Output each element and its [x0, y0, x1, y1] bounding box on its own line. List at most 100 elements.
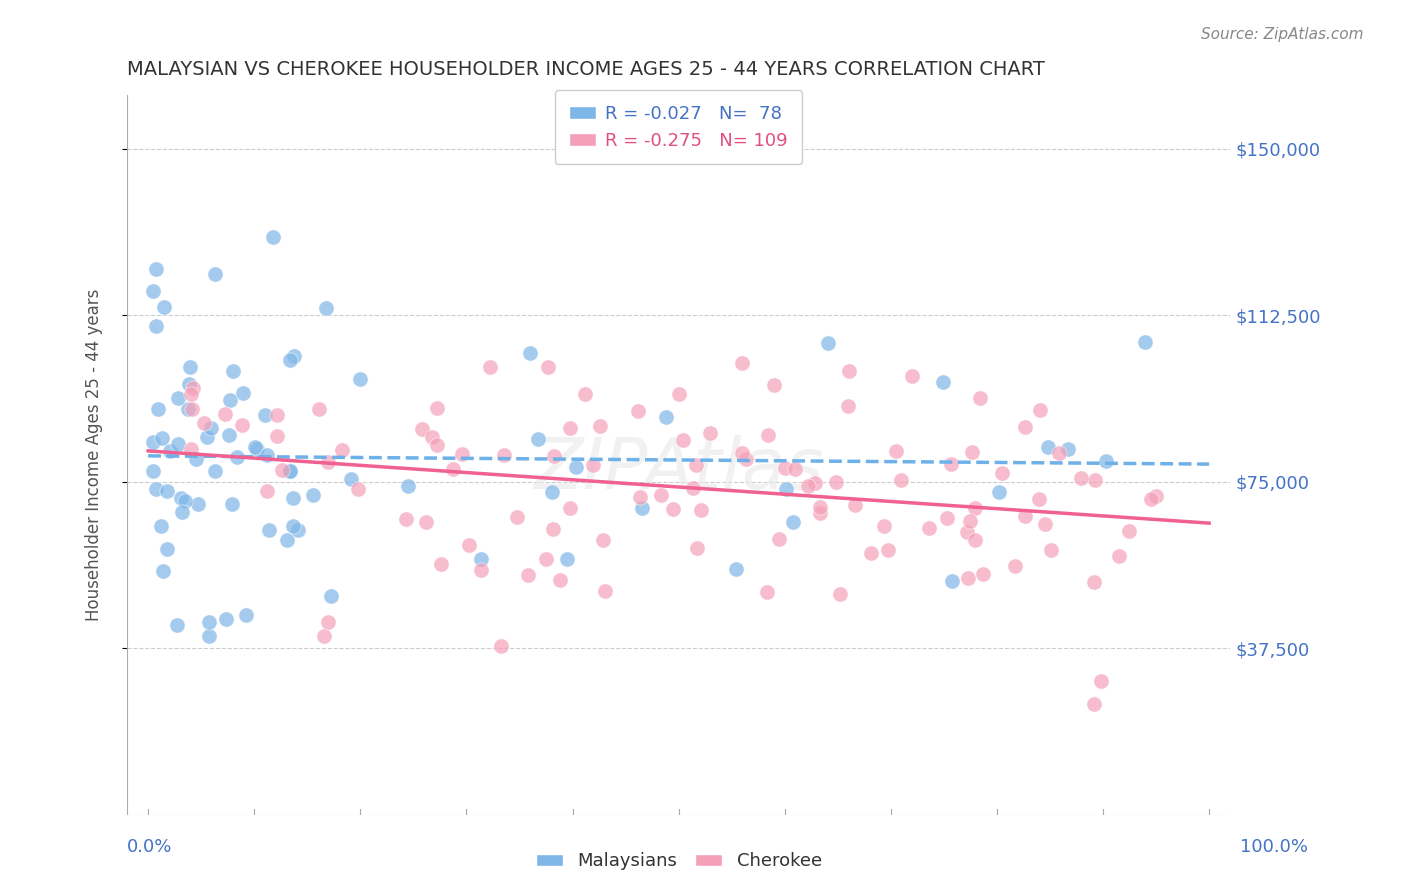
- Point: [560, 421, 582, 435]
- Point: [655, 409, 678, 424]
- Point: [308, 402, 330, 417]
- Point: [668, 386, 690, 401]
- Point: [276, 533, 298, 548]
- Point: [574, 387, 596, 401]
- Point: [768, 532, 790, 546]
- Point: [145, 261, 167, 276]
- Point: [316, 615, 339, 630]
- Point: [662, 501, 685, 516]
- Point: [420, 430, 443, 444]
- Point: [991, 467, 1014, 481]
- Point: [825, 475, 848, 490]
- Point: [1036, 440, 1059, 454]
- Point: [955, 525, 977, 540]
- Point: [873, 518, 896, 533]
- Point: [1004, 558, 1026, 573]
- Point: [266, 429, 288, 443]
- Point: [519, 346, 541, 360]
- Point: [731, 446, 754, 460]
- Text: 100.0%: 100.0%: [1240, 838, 1308, 855]
- Point: [470, 563, 492, 577]
- Point: [972, 567, 994, 582]
- Point: [148, 402, 170, 417]
- Point: [170, 504, 193, 518]
- Point: [214, 407, 236, 421]
- Point: [340, 472, 363, 486]
- Point: [969, 391, 991, 405]
- Point: [312, 629, 335, 643]
- Point: [430, 557, 453, 571]
- Point: [1133, 334, 1156, 349]
- Point: [956, 571, 979, 585]
- Point: [837, 400, 859, 414]
- Point: [167, 391, 190, 405]
- Point: [246, 442, 269, 456]
- Point: [565, 460, 588, 475]
- Point: [1014, 508, 1036, 523]
- Point: [1118, 524, 1140, 538]
- Point: [1094, 454, 1116, 468]
- Point: [181, 382, 204, 396]
- Point: [1028, 403, 1050, 417]
- Point: [193, 417, 215, 431]
- Point: [316, 454, 339, 468]
- Point: [150, 518, 173, 533]
- Point: [959, 514, 981, 528]
- Point: [232, 385, 254, 400]
- Point: [588, 418, 610, 433]
- Point: [628, 490, 651, 504]
- Point: [1028, 491, 1050, 506]
- Point: [181, 402, 204, 417]
- Point: [775, 482, 797, 496]
- Point: [534, 551, 557, 566]
- Point: [198, 629, 221, 643]
- Point: [931, 375, 953, 389]
- Point: [315, 301, 337, 316]
- Point: [478, 359, 501, 374]
- Point: [773, 460, 796, 475]
- Point: [411, 422, 433, 436]
- Point: [243, 440, 266, 454]
- Point: [1083, 574, 1105, 589]
- Text: 0.0%: 0.0%: [127, 838, 172, 855]
- Legend: R = -0.027   N=  78, R = -0.275   N= 109: R = -0.027 N= 78, R = -0.275 N= 109: [555, 90, 803, 164]
- Point: [1090, 674, 1112, 689]
- Point: [890, 473, 912, 487]
- Point: [330, 442, 353, 457]
- Point: [550, 574, 572, 588]
- Point: [226, 450, 249, 464]
- Point: [283, 349, 305, 363]
- Point: [988, 484, 1011, 499]
- Point: [516, 568, 538, 582]
- Point: [142, 284, 165, 298]
- Point: [167, 437, 190, 451]
- Point: [180, 387, 202, 401]
- Point: [527, 432, 550, 446]
- Point: [347, 483, 370, 497]
- Point: [198, 615, 221, 629]
- Point: [756, 427, 779, 442]
- Point: [686, 541, 709, 555]
- Point: [671, 434, 693, 448]
- Point: [426, 401, 449, 415]
- Point: [319, 590, 342, 604]
- Point: [180, 442, 202, 457]
- Point: [797, 479, 820, 493]
- Point: [735, 452, 758, 467]
- Point: [349, 372, 371, 386]
- Point: [278, 464, 301, 478]
- Point: [396, 478, 419, 492]
- Point: [215, 611, 238, 625]
- Point: [218, 427, 240, 442]
- Point: [270, 462, 292, 476]
- Point: [830, 587, 852, 601]
- Point: [1084, 473, 1107, 487]
- Point: [494, 448, 516, 462]
- Point: [170, 491, 193, 505]
- Point: [817, 335, 839, 350]
- Point: [231, 418, 253, 433]
- Point: [204, 267, 226, 281]
- Point: [142, 464, 165, 478]
- Point: [259, 524, 281, 538]
- Point: [153, 300, 176, 314]
